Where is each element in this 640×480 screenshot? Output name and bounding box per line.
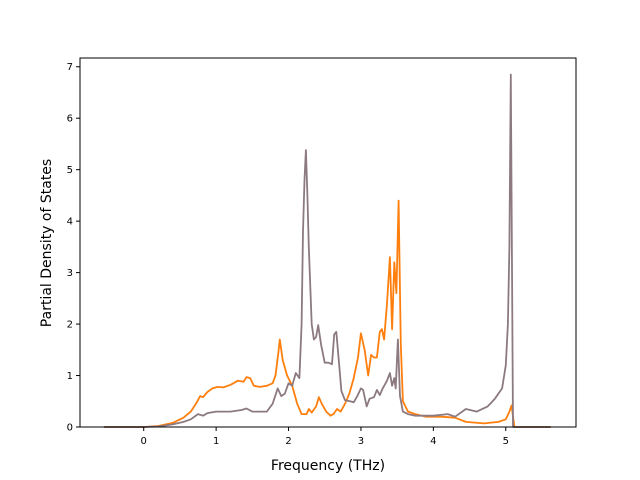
- x-axis-label: Frequency (THz): [271, 458, 385, 474]
- y-tick-label: 1: [67, 371, 73, 382]
- y-tick-label: 0: [67, 423, 73, 434]
- series-line-2: [103, 73, 551, 428]
- y-tick-label: 7: [67, 62, 73, 73]
- y-tick-label: 2: [67, 320, 73, 331]
- y-tick-label: 6: [67, 114, 73, 125]
- y-tick-label: 4: [67, 217, 73, 228]
- y-axis-label: Partial Density of States: [39, 159, 55, 327]
- plot-lines: [103, 73, 551, 428]
- y-tick-label: 3: [67, 268, 73, 279]
- x-tick-label: 3: [358, 436, 364, 447]
- x-ticks: 0 1 2 3 4 5: [141, 427, 509, 447]
- x-tick-label: 1: [213, 436, 219, 447]
- x-tick-label: 2: [285, 436, 291, 447]
- x-tick-label: 0: [141, 436, 147, 447]
- x-tick-label: 4: [430, 436, 436, 447]
- series-line-1: [103, 199, 551, 428]
- y-tick-label: 5: [67, 165, 73, 176]
- x-tick-label: 5: [503, 436, 509, 447]
- axes-frame: [79, 57, 577, 428]
- y-ticks: 0 1 2 3 4 5 6 7: [67, 62, 80, 434]
